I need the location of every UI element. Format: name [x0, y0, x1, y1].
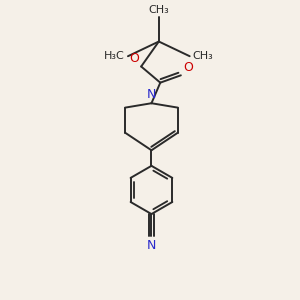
Text: N: N	[147, 239, 156, 252]
Text: N: N	[147, 88, 156, 101]
Text: H₃C: H₃C	[104, 51, 125, 61]
Text: O: O	[183, 61, 193, 74]
Text: CH₃: CH₃	[193, 51, 213, 61]
Text: O: O	[129, 52, 139, 65]
Text: CH₃: CH₃	[148, 5, 169, 15]
